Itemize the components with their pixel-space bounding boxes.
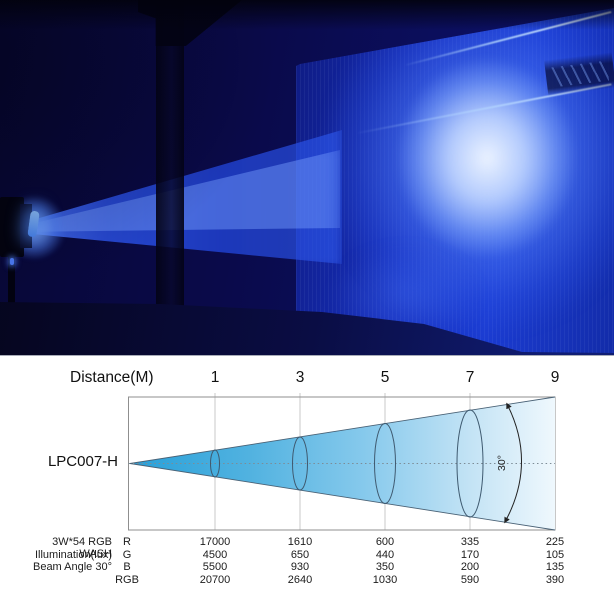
row-label: 3W*54 RGB WASH	[52, 536, 112, 560]
value-cell: 2640	[287, 574, 313, 586]
angle-arc	[504, 402, 522, 524]
beam-cone	[130, 397, 555, 530]
value-cell: 590	[460, 574, 480, 586]
beam-cross-sections	[210, 409, 484, 518]
table-row-b: Beam Angle 30° B 5500 930 350 200 135	[0, 561, 614, 573]
row-label: Beam Angle 30°	[32, 561, 112, 573]
beam-ellipse-3m	[292, 436, 308, 491]
row-label: Illumination(lux)	[34, 549, 112, 561]
value-cell: 105	[545, 549, 565, 561]
value-cell: 930	[290, 561, 310, 573]
beam-angle-diagram: 30° Distance(M) 1 3 5 7 9 LPC007-H 3W*54…	[0, 357, 614, 595]
channel-label: RGB	[115, 574, 139, 586]
value-cell: 350	[375, 561, 395, 573]
distance-axis-label: Distance(M)	[70, 369, 154, 386]
table-row-rgb: RGB 20700 2640 1030 590 390	[0, 574, 614, 586]
beam-ellipse-5m	[374, 423, 396, 504]
tick-label-7: 7	[465, 369, 475, 386]
channel-label: R	[123, 536, 131, 548]
tick-label-3: 3	[295, 369, 305, 386]
value-cell: 200	[460, 561, 480, 573]
tick-label-1: 1	[210, 369, 220, 386]
value-cell: 390	[545, 574, 565, 586]
corner-vignette	[0, 0, 614, 355]
value-cell: 1030	[372, 574, 398, 586]
value-cell: 135	[545, 561, 565, 573]
channel-label: G	[122, 549, 132, 561]
value-cell: 335	[460, 536, 480, 548]
value-cell: 1610	[287, 536, 313, 548]
beam-ellipse-7m	[456, 409, 484, 518]
value-cell: 650	[290, 549, 310, 561]
channel-label: B	[123, 561, 131, 573]
tick-label-9: 9	[550, 369, 560, 386]
value-cell: 5500	[202, 561, 228, 573]
beam-ellipse-1m	[210, 449, 220, 478]
value-cell: 17000	[199, 536, 231, 548]
value-cell: 440	[375, 549, 395, 561]
model-label: LPC007-H	[47, 453, 118, 470]
stage-photo	[0, 0, 614, 356]
tick-label-5: 5	[380, 369, 390, 386]
value-cell: 20700	[199, 574, 231, 586]
row-label	[26, 574, 112, 586]
value-cell: 600	[375, 536, 395, 548]
value-cell: 225	[545, 536, 565, 548]
beam-cone-graphic: 30°	[128, 393, 556, 531]
table-row-r: 3W*54 RGB WASH R 17000 1610 600 335 225	[0, 536, 614, 560]
beam-angle-value: 30°	[496, 455, 508, 471]
value-cell: 170	[460, 549, 480, 561]
table-row-g: Illumination(lux) G 4500 650 440 170 105	[0, 549, 614, 561]
value-cell: 4500	[202, 549, 228, 561]
